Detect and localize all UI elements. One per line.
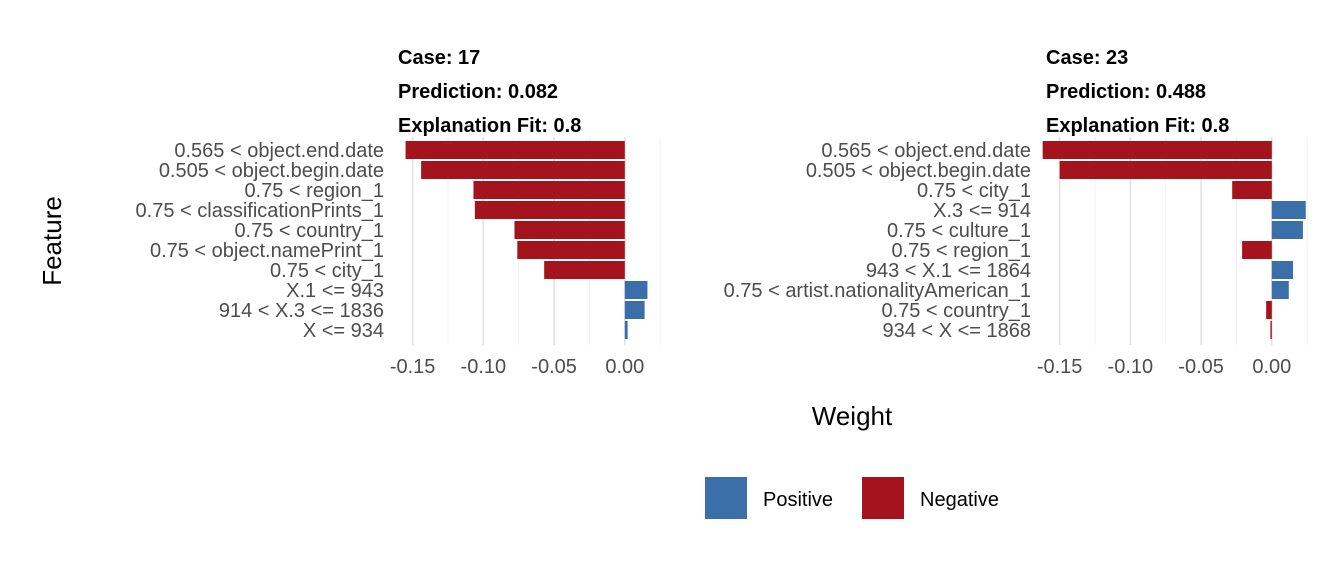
- bar: [514, 221, 625, 239]
- legend-swatch-positive: [705, 477, 747, 519]
- bar: [1271, 221, 1303, 239]
- panel-title-line: Case: 17: [398, 47, 480, 69]
- bar: [624, 321, 628, 339]
- feature-label: 0.75 < city_1: [917, 180, 1031, 202]
- feature-label: 0.565 < object.end.date: [174, 140, 384, 162]
- bar: [517, 241, 625, 259]
- panel-2: -0.15 -0.10 -0.05 0.00 0.565 < object.end.da…: [724, 47, 1308, 378]
- feature-label: X <= 934: [303, 320, 384, 342]
- feature-label: 0.75 < country_1: [234, 220, 384, 242]
- feature-label: 0.75 < city_1: [270, 260, 384, 282]
- feature-label: 0.75 < region_1: [891, 240, 1031, 262]
- facet-panels: -0.15 -0.10 -0.05 0.00 0.565 < object.end.da…: [136, 47, 1308, 378]
- panel-title-line: Prediction: 0.488: [1046, 81, 1206, 103]
- bar: [1271, 261, 1294, 279]
- panel-title-line: Case: 23: [1046, 47, 1128, 69]
- bar: [421, 161, 625, 179]
- panel-title-line: Prediction: 0.082: [398, 81, 558, 103]
- x-tick-label: -0.15: [390, 356, 436, 378]
- x-tick-label: -0.10: [1108, 356, 1154, 378]
- legend: Positive Negative: [705, 477, 999, 519]
- panel-title-line: Explanation Fit: 0.8: [398, 115, 581, 137]
- x-axis-title: Weight: [812, 401, 893, 431]
- panel-1: -0.15 -0.10 -0.05 0.00 0.565 < object.end.da…: [136, 47, 661, 378]
- feature-label: 0.505 < object.begin.date: [159, 160, 384, 182]
- x-tick-label: -0.15: [1037, 356, 1083, 378]
- x-tick-label: -0.10: [461, 356, 507, 378]
- bar: [1266, 301, 1272, 319]
- panel-title-line: Explanation Fit: 0.8: [1046, 115, 1229, 137]
- y-axis-title: Feature: [37, 196, 67, 286]
- x-tick-label: -0.05: [1178, 356, 1224, 378]
- bar: [1042, 141, 1272, 159]
- feature-label: 0.505 < object.begin.date: [806, 160, 1031, 182]
- bar: [473, 181, 625, 199]
- feature-label: 0.565 < object.end.date: [821, 140, 1031, 162]
- feature-label: 0.75 < classificationPrints_1: [136, 200, 384, 222]
- legend-label-positive: Positive: [763, 489, 833, 511]
- bar: [1232, 181, 1272, 199]
- bar: [624, 301, 645, 319]
- feature-label: 934 < X <= 1868: [883, 320, 1031, 342]
- legend-swatch-negative: [862, 477, 904, 519]
- feature-label: 0.75 < culture_1: [887, 220, 1031, 242]
- feature-label: X.1 <= 943: [286, 280, 384, 302]
- x-tick-label: 0.00: [605, 356, 644, 378]
- bar: [1271, 281, 1289, 299]
- x-tick-label: -0.05: [531, 356, 577, 378]
- legend-label-negative: Negative: [920, 489, 999, 511]
- feature-label: 943 < X.1 <= 1864: [866, 260, 1031, 282]
- bar: [544, 261, 625, 279]
- x-tick-label: 0.00: [1252, 356, 1291, 378]
- feature-label: 0.75 < object.namePrint_1: [150, 240, 384, 262]
- bar: [1242, 241, 1272, 259]
- bar: [1270, 321, 1272, 339]
- bar: [1059, 161, 1272, 179]
- bar: [1271, 201, 1306, 219]
- bar: [405, 141, 625, 159]
- feature-label: 914 < X.3 <= 1836: [219, 300, 384, 322]
- feature-label: 0.75 < region_1: [244, 180, 384, 202]
- feature-label: X.3 <= 914: [933, 200, 1031, 222]
- feature-label: 0.75 < country_1: [881, 300, 1031, 322]
- feature-label: 0.75 < artist.nationalityAmerican_1: [724, 280, 1031, 302]
- bar: [474, 201, 625, 219]
- bar: [624, 281, 648, 299]
